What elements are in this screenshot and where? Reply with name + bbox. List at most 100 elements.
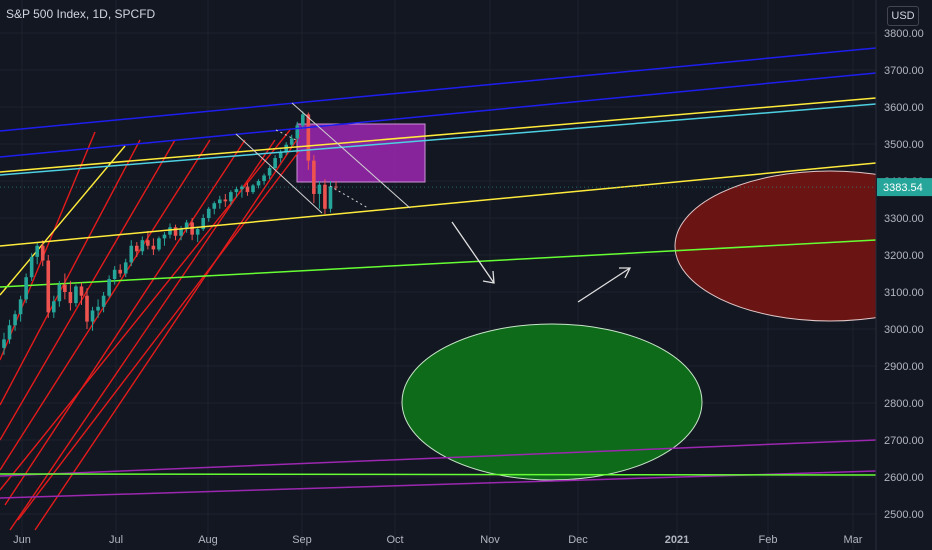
red-fan-line — [4, 139, 246, 506]
candle-body — [295, 125, 300, 139]
red-fan-line — [0, 139, 141, 406]
candle-body — [129, 245, 134, 263]
candle-body — [140, 240, 145, 252]
y-tick-label: 2800.00 — [884, 398, 924, 410]
candle-body — [278, 152, 283, 159]
green-horizontal-line — [0, 473, 877, 476]
candle-body — [2, 339, 6, 348]
x-tick-label: Aug — [198, 534, 218, 546]
candle-body — [251, 185, 255, 193]
candle-body — [18, 299, 23, 315]
x-tick-label: Mar — [844, 534, 863, 546]
y-tick-label: 3600.00 — [884, 102, 924, 114]
y-tick-label: 2500.00 — [884, 509, 924, 521]
red-resistance-ellipse — [674, 170, 932, 322]
last-price-badge-bg — [877, 178, 932, 197]
candle-body — [218, 199, 222, 204]
candle-body — [234, 189, 239, 193]
y-tick-label: 3000.00 — [884, 324, 924, 336]
candle-body — [107, 279, 111, 296]
purple-trend-line — [0, 439, 877, 477]
candlestick-series — [2, 111, 338, 355]
candle-body — [74, 286, 78, 304]
candle-body — [90, 310, 95, 322]
candle-body — [223, 199, 228, 202]
candle-body — [229, 192, 233, 202]
candle-body — [135, 245, 139, 252]
up-arrow-head-icon — [619, 267, 632, 279]
y-tick-label: 3500.00 — [884, 139, 924, 151]
x-tick-label: Jun — [13, 534, 31, 546]
candle-body — [52, 301, 56, 313]
candle-body — [46, 260, 51, 313]
x-tick-label: 2021 — [665, 534, 689, 546]
candle-body — [173, 227, 178, 236]
x-tick-label: Feb — [759, 534, 778, 546]
currency-button[interactable]: USD — [887, 6, 919, 26]
y-tick-label: 2700.00 — [884, 435, 924, 447]
green-trend-line — [0, 239, 877, 288]
candle-body — [68, 292, 73, 304]
candle-body — [112, 269, 117, 280]
down-arrow-head-icon — [482, 270, 495, 284]
candle-body — [212, 203, 217, 209]
candle-body — [273, 158, 277, 169]
candle-body — [118, 269, 122, 274]
blue-channel-lower — [0, 72, 877, 158]
y-tick-label: 3300.00 — [884, 213, 924, 225]
candle-body — [206, 208, 211, 218]
y-tick-label: 2600.00 — [884, 472, 924, 484]
candle-body — [179, 229, 183, 236]
yellow-channel-lower — [0, 162, 877, 247]
time-axis-ticks: Jun Jul Aug Sep Oct Nov Dec 2021 Feb Mar — [13, 534, 863, 546]
projection-dotted-line — [329, 185, 369, 209]
x-tick-label: Sep — [292, 534, 312, 546]
candle-body — [7, 325, 12, 340]
candle-body — [40, 245, 45, 261]
candle-body — [29, 256, 34, 278]
y-tick-label: 3200.00 — [884, 250, 924, 262]
last-price-label: 3383.54 — [883, 182, 923, 194]
blue-channel-upper — [0, 47, 877, 132]
green-target-ellipse — [401, 323, 703, 481]
candle-body — [240, 186, 244, 190]
drawings-back[interactable] — [0, 123, 932, 531]
drawings-front[interactable] — [0, 47, 877, 303]
down-arrow-icon — [451, 221, 495, 284]
chart-title: S&P 500 Index, 1D, SPCFD — [6, 7, 156, 21]
x-tick-label: Nov — [480, 534, 500, 546]
x-tick-label: Dec — [568, 534, 588, 546]
candle-body — [57, 284, 62, 302]
candle-body — [168, 227, 172, 235]
y-tick-label: 3100.00 — [884, 287, 924, 299]
candle-body — [162, 234, 167, 239]
y-tick-label: 3700.00 — [884, 65, 924, 77]
candle-body — [123, 262, 128, 274]
purple-box — [296, 123, 426, 183]
candle-body — [13, 314, 17, 326]
candle-body — [317, 184, 322, 194]
candle-body — [195, 229, 200, 235]
candle-body — [267, 168, 272, 176]
candle-body — [312, 160, 316, 194]
y-tick-label: 2900.00 — [884, 361, 924, 373]
candle-body — [301, 114, 305, 126]
white-channel-upper — [291, 102, 411, 209]
price-axis[interactable] — [876, 0, 932, 550]
cyan-trend-line — [0, 103, 877, 176]
y-tick-label: 3800.00 — [884, 28, 924, 40]
candle-body — [63, 284, 67, 292]
candle-body — [306, 114, 311, 161]
x-tick-label: Jul — [109, 534, 123, 546]
candle-body — [328, 186, 333, 209]
candle-body — [201, 218, 205, 230]
up-arrow-icon — [577, 267, 631, 303]
candle-body — [289, 138, 294, 145]
candle-body — [146, 240, 150, 246]
red-fan-line — [34, 134, 301, 531]
candle-body — [256, 181, 261, 186]
candle-body — [35, 245, 39, 257]
red-fan-line — [17, 149, 301, 521]
candle-body — [79, 286, 84, 296]
